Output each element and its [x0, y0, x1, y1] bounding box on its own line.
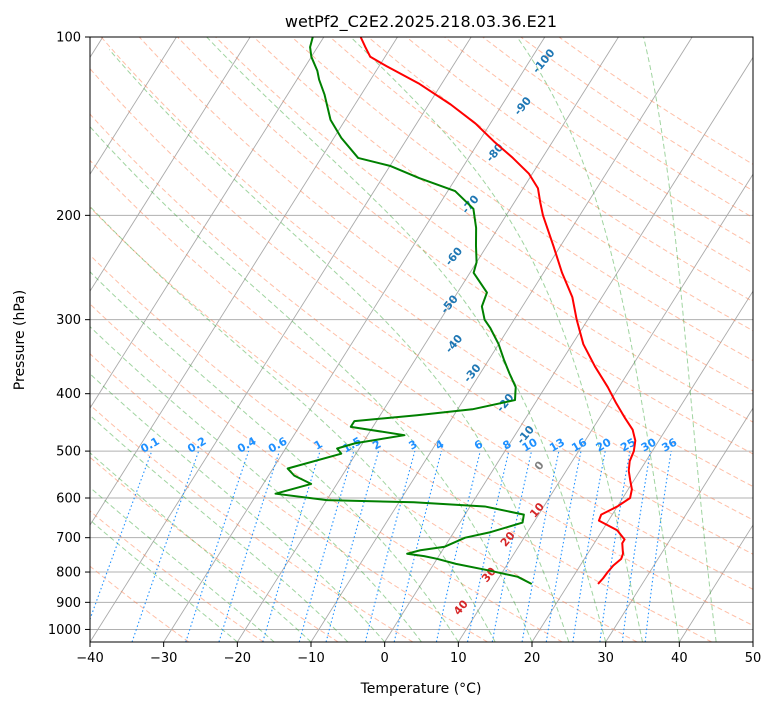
y-tick-label: 500	[56, 445, 81, 460]
x-tick-label: −20	[224, 651, 251, 666]
mixing-ratio-line	[325, 450, 380, 642]
y-tick-label: 100	[56, 31, 81, 46]
moist-adiabat-line	[90, 519, 238, 642]
x-tick-label: 30	[597, 651, 614, 666]
x-tick-label: −30	[150, 651, 177, 666]
moist-adiabat-line	[516, 37, 680, 642]
temperature-profile	[359, 37, 637, 585]
x-tick-label: 20	[524, 651, 541, 666]
y-tick-label: 900	[56, 596, 81, 611]
isotherm-line	[90, 37, 177, 176]
x-axis: −40 −30 −20 −10 0 10 20 30 40 50	[76, 642, 761, 666]
isotherm-line	[90, 37, 325, 409]
y-tick-label: 1000	[48, 623, 81, 638]
isotherm-line	[90, 37, 251, 293]
isotherm-line	[90, 37, 398, 526]
profiles	[274, 37, 637, 585]
x-axis-title: Temperature (°C)	[360, 681, 482, 697]
isotherm-line	[90, 37, 472, 642]
mixing-ratio-line	[644, 451, 672, 642]
dry-adiabat-line	[100, 37, 753, 521]
y-tick-label: 600	[56, 492, 81, 507]
plot-frame	[89, 36, 754, 643]
moist-adiabat-line	[643, 37, 717, 642]
moist-adiabat-line	[350, 37, 643, 642]
dry-adiabat-line	[90, 159, 753, 627]
x-tick-label: 0	[381, 651, 389, 666]
mixing-ratio-line	[298, 450, 355, 642]
dry-adiabats	[90, 37, 753, 642]
y-axis-title: Pressure (hPa)	[12, 290, 28, 390]
moist-adiabat-line	[90, 486, 275, 642]
dry-adiabat-line	[253, 37, 753, 392]
dry-adiabat-line	[215, 37, 753, 423]
x-tick-label: 40	[671, 651, 688, 666]
moist-adiabat-line	[206, 37, 607, 642]
mixing-ratio-line	[599, 451, 631, 642]
isotherm-line	[605, 407, 753, 642]
dry-adiabat-line	[90, 303, 563, 642]
dry-adiabat-line	[90, 353, 488, 642]
moist-adiabat-line	[90, 205, 496, 642]
dry-adiabat-line	[90, 254, 638, 642]
isotherm-line	[457, 173, 753, 642]
dry-adiabat-line	[291, 37, 753, 362]
dry-adiabat-line	[90, 404, 414, 642]
mixing-ratio-line	[393, 450, 442, 642]
pressure-grid	[90, 37, 753, 630]
plot-area: -100-90-80-70-60-50-40-30-20-10010203040…	[90, 37, 753, 642]
dewpoint-profile	[274, 37, 533, 585]
mixing-ratio-line	[185, 450, 250, 642]
moist-adiabat-line	[108, 49, 570, 642]
dry-adiabat-line	[90, 456, 339, 642]
moist-adiabat-line	[90, 414, 349, 642]
dry-adiabat-line	[90, 206, 712, 642]
dry-adiabat-line	[90, 510, 264, 642]
mixing-ratio-line	[131, 450, 200, 642]
mixing-ratio-lines	[90, 450, 672, 642]
moist-adiabat-line	[90, 125, 533, 642]
isotherm-line	[678, 524, 753, 642]
isotherm-line	[384, 56, 753, 642]
x-tick-label: 10	[450, 651, 467, 666]
moist-adiabat-line	[90, 271, 459, 642]
moist-adiabat-line	[90, 452, 312, 642]
y-tick-label: 200	[56, 209, 81, 224]
y-axis: 100 200 300 400 500 600 700 800 900 1000	[48, 31, 90, 638]
dry-adiabat-line	[90, 67, 753, 555]
mixing-ratio-line	[364, 450, 416, 642]
moist-adiabat-line	[90, 373, 386, 642]
x-tick-label: 50	[745, 651, 762, 666]
x-tick-label: −10	[297, 651, 324, 666]
y-tick-label: 400	[56, 387, 81, 402]
isotherm-line	[163, 37, 546, 642]
dry-adiabat-line	[138, 37, 753, 488]
isotherm-line	[531, 290, 753, 642]
mixing-ratio-line	[621, 451, 651, 642]
y-tick-label: 300	[56, 313, 81, 328]
chart-title: wetPf2_C2E2.2025.218.03.36.E21	[285, 12, 557, 32]
dry-adiabat-line	[90, 113, 753, 590]
x-tick-label: −40	[76, 651, 103, 666]
mixing-ratio-line	[262, 450, 321, 642]
isotherm-line	[236, 37, 619, 642]
moist-adiabats	[90, 37, 717, 642]
y-tick-label: 800	[56, 566, 81, 581]
y-tick-label: 700	[56, 531, 81, 546]
mixing-ratio-line	[218, 450, 280, 642]
